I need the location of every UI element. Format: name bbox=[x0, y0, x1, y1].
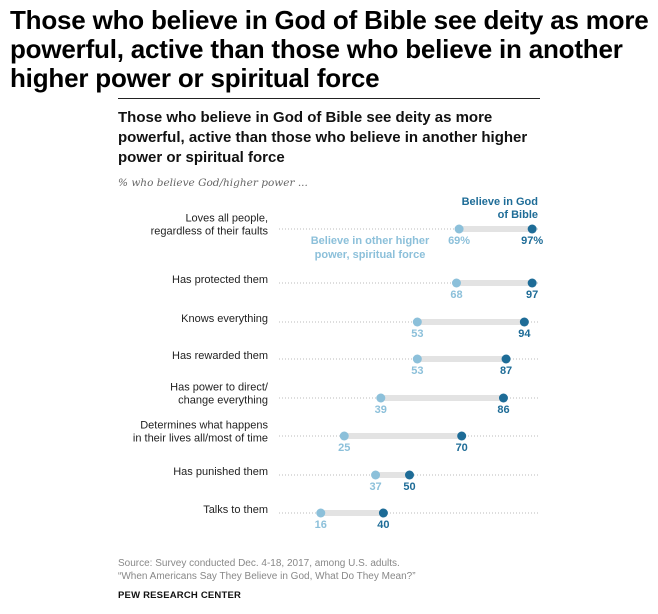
legend-other: Believe in other higher bbox=[311, 235, 430, 247]
bible-value-label: 86 bbox=[497, 404, 509, 416]
row-label: Knows everything bbox=[181, 313, 268, 325]
title-rule bbox=[118, 98, 540, 99]
row-label: Determines what happens bbox=[140, 420, 268, 432]
pew-credit: PEW RESEARCH CENTER bbox=[118, 590, 242, 601]
bible-value-label: 50 bbox=[403, 481, 415, 493]
row-label: Talks to them bbox=[203, 504, 268, 516]
other-dot bbox=[412, 354, 422, 364]
other-dot bbox=[454, 224, 464, 234]
bible-dot bbox=[519, 317, 529, 327]
row-label: Has punished them bbox=[173, 466, 268, 478]
other-value-label: 37 bbox=[369, 481, 381, 493]
other-dot bbox=[376, 393, 386, 403]
other-value-label: 53 bbox=[411, 365, 423, 377]
row-label: in their lives all/most of time bbox=[133, 433, 268, 445]
row-label: Has power to direct/ bbox=[170, 382, 269, 394]
row-label: Loves all people, bbox=[185, 213, 268, 225]
other-dot bbox=[412, 317, 422, 327]
other-value-label: 69% bbox=[448, 235, 470, 247]
legend-bible: Believe in God bbox=[462, 196, 538, 208]
bible-value-label: 40 bbox=[377, 519, 389, 531]
other-dot bbox=[371, 470, 381, 480]
legend-bible: of Bible bbox=[498, 209, 538, 221]
source-line-1: Source: Survey conducted Dec. 4-18, 2017… bbox=[118, 558, 400, 569]
other-value-label: 16 bbox=[315, 519, 327, 531]
other-value-label: 25 bbox=[338, 442, 350, 454]
bible-value-label: 87 bbox=[500, 365, 512, 377]
bible-value-label: 97% bbox=[521, 235, 543, 247]
bible-dot bbox=[405, 470, 414, 480]
other-value-label: 39 bbox=[375, 404, 387, 416]
other-dot bbox=[316, 508, 326, 518]
other-value-label: 53 bbox=[411, 328, 423, 340]
legend-other: power, spiritual force bbox=[315, 249, 426, 261]
source-note: Source: Survey conducted Dec. 4-18, 2017… bbox=[118, 557, 538, 583]
source-line-2: “When Americans Say They Believe in God,… bbox=[118, 571, 416, 582]
bible-dot bbox=[527, 224, 537, 234]
bible-dot bbox=[378, 508, 388, 518]
bible-value-label: 70 bbox=[456, 442, 468, 454]
bible-dot bbox=[457, 431, 467, 441]
row-label: Has protected them bbox=[172, 274, 268, 286]
other-dot bbox=[451, 278, 461, 288]
bible-value-label: 94 bbox=[518, 328, 531, 340]
bible-dot bbox=[501, 354, 511, 364]
bible-dot bbox=[498, 393, 508, 403]
headline: Those who believe in God of Bible see de… bbox=[10, 5, 649, 93]
row-label: change everything bbox=[178, 395, 268, 407]
row-label: Has rewarded them bbox=[172, 350, 268, 362]
chart-caption: % who believe God/higher power ... bbox=[118, 177, 308, 189]
chart-title: Those who believe in God of Bible see de… bbox=[118, 109, 528, 166]
bible-dot bbox=[527, 278, 537, 288]
other-value-label: 68 bbox=[450, 289, 462, 301]
other-dot bbox=[339, 431, 349, 441]
bible-value-label: 97 bbox=[526, 289, 538, 301]
row-label: regardless of their faults bbox=[151, 226, 269, 238]
